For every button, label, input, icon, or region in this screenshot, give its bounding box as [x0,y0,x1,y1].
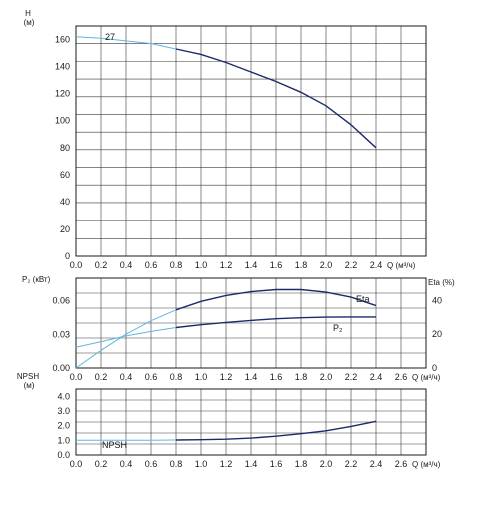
x-tick-label: 0.2 [95,459,108,469]
x-tick-label: 1.0 [195,260,208,270]
y-tick-label: 20 [60,224,70,234]
x-tick-label: 0.0 [70,372,83,382]
x-tick-label: 1.8 [295,260,308,270]
y-tick-label: 0.06 [52,296,70,306]
x-tick-label: 0.6 [145,260,158,270]
x-tick-label: 1.2 [220,372,233,382]
series-label-npsh: NPSH [102,440,127,450]
x-tick-label: 1.6 [270,260,283,270]
x-tick-label: 1.4 [245,459,258,469]
x-tick-label: 1.0 [195,459,208,469]
x-tick-label: 1.4 [245,372,258,382]
x-tick-label: 2.6 [395,459,408,469]
y-tick-label: 1.0 [57,435,70,445]
y-tick-label: 160 [55,35,70,45]
x-tick-label: 1.4 [245,260,258,270]
y-axis-unit: (м) [24,18,35,27]
y-tick-label: 40 [60,197,70,207]
x-tick-label: 2.0 [320,459,333,469]
x-tick-label: 0.4 [120,459,133,469]
x-tick-label: 0.8 [170,459,183,469]
x-tick-label: 2.0 [320,372,333,382]
y-tick-label: 4.0 [57,391,70,401]
y-tick-label: 0.03 [52,329,70,339]
x-tick-label: 1.6 [270,372,283,382]
y-tick-label-right: 20 [432,329,442,339]
x-tick-label: 1.0 [195,372,208,382]
y-tick-label: 0 [65,251,70,261]
x-tick-label: 0.6 [145,372,158,382]
x-tick-label: 2.4 [370,260,383,270]
x-tick-label: 1.2 [220,260,233,270]
series-label-p2: P₂ [333,323,343,333]
y-axis-label: H [25,9,31,18]
x-tick-label: 0.4 [120,260,133,270]
x-axis-label: Q (м³/ч) [412,373,441,382]
x-tick-label: 2.2 [345,372,358,382]
y-tick-label: 120 [55,89,70,99]
y-tick-label: 3.0 [57,406,70,416]
x-tick-label: 2.0 [320,260,333,270]
x-tick-label: 0.2 [95,260,108,270]
y-axis-label: NPSH [17,372,39,381]
curve-annotation-label: 27 [105,32,115,42]
y-tick-label: 0.0 [57,450,70,460]
x-tick-label: 0.4 [120,372,133,382]
x-axis-label: Q (м³/ч) [412,460,441,469]
x-tick-label: 0.0 [70,260,83,270]
x-tick-label: 0.2 [95,372,108,382]
y-axis-label-right: Eta (%) [428,278,455,287]
y-tick-label: 140 [55,62,70,72]
y-tick-label-right: 40 [432,295,442,305]
x-tick-label: 0.8 [170,260,183,270]
y-axis-unit: (м) [24,381,35,390]
y-tick-label: 2.0 [57,421,70,431]
x-axis-label: Q (м³/ч) [387,261,416,270]
y-tick-label: 0.00 [52,363,70,373]
x-tick-label: 1.8 [295,372,308,382]
x-tick-label: 2.2 [345,260,358,270]
y-tick-label-right: 0 [432,363,437,373]
y-tick-label: 100 [55,116,70,126]
x-tick-label: 0.6 [145,459,158,469]
x-tick-label: 2.4 [370,459,383,469]
x-tick-label: 2.2 [345,459,358,469]
x-tick-label: 2.4 [370,372,383,382]
y-tick-label: 80 [60,143,70,153]
x-tick-label: 1.6 [270,459,283,469]
x-tick-label: 0.8 [170,372,183,382]
y-axis-label: P₂ (кВт) [22,275,51,284]
series-label-eta: Eta [356,294,370,304]
x-tick-label: 1.2 [220,459,233,469]
x-tick-label: 0.0 [70,459,83,469]
x-tick-label: 2.6 [395,372,408,382]
y-tick-label: 60 [60,170,70,180]
x-tick-label: 1.8 [295,459,308,469]
